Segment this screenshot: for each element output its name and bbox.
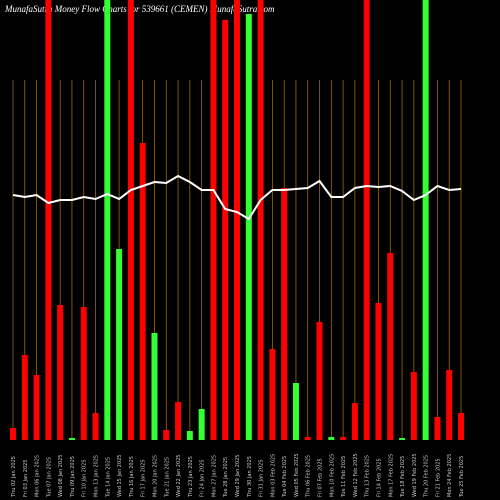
bar [57, 305, 64, 440]
x-tick-label: Tue 25 Feb 2025 [459, 456, 465, 498]
x-tick-label: Fri 24 Jan 2025 [200, 459, 206, 497]
x-tick-label: Tue 28 Jan 2025 [223, 457, 229, 498]
bar [458, 413, 464, 440]
x-tick-label: Tue 04 Feb 2025 [282, 456, 288, 498]
bar [340, 437, 347, 440]
bar [116, 249, 123, 440]
x-tick-label: Mon 03 Feb 2025 [270, 454, 276, 497]
bar [234, 0, 240, 440]
x-tick-label: Tue 18 Feb 2025 [400, 456, 406, 498]
bar [210, 0, 217, 440]
x-tick-label: Wed 19 Feb 2025 [412, 453, 418, 497]
x-tick-label: Tue 07 Jan 2025 [46, 457, 52, 498]
x-tick-label: Thu 20 Feb 2025 [424, 455, 430, 498]
x-tick-label: Thu 09 Jan 2025 [70, 456, 76, 498]
x-tick-label: Mon 06 Jan 2025 [35, 455, 41, 497]
x-tick-label: Mon 27 Jan 2025 [211, 455, 217, 497]
bar [304, 437, 311, 440]
bar [269, 349, 276, 440]
x-tick-label: Fri 14 Feb 2025 [376, 458, 382, 497]
x-tick-label: Thu 16 Jan 2025 [129, 456, 135, 498]
x-tick-label: Wed 22 Jan 2025 [176, 455, 182, 497]
x-tick-label: Wed 29 Jan 2025 [235, 455, 241, 497]
bar [434, 417, 441, 440]
bar [198, 409, 205, 440]
bar [316, 322, 323, 440]
bar [80, 307, 87, 440]
x-tick-label: Fri 31 Jan 2025 [259, 459, 265, 497]
bar [245, 14, 252, 440]
bar [363, 0, 370, 440]
bar [33, 375, 40, 440]
x-tick-label: Fri 17 Jan 2025 [141, 459, 147, 497]
bar [68, 438, 75, 440]
x-tick-label: Fri 21 Feb 2025 [435, 458, 441, 497]
x-tick-label: Wed 15 Jan 2025 [117, 455, 123, 497]
bar [45, 0, 52, 440]
bar [387, 253, 394, 440]
bar [10, 428, 16, 440]
chart-title: MunafaSutra Money Flow Charts for 539661… [4, 4, 275, 14]
x-tick-label: Wed 05 Feb 2025 [294, 453, 300, 497]
x-tick-label: Fri 07 Feb 2025 [318, 458, 324, 497]
x-tick-label: Fri 10 Jan 2025 [82, 459, 88, 497]
bar [422, 0, 429, 440]
bar [104, 0, 111, 440]
bar [163, 430, 170, 440]
x-tick-label: Wed 12 Feb 2025 [353, 453, 359, 497]
bar [281, 188, 288, 440]
x-tick-label: Tue 14 Jan 2025 [105, 457, 111, 498]
x-tick-label: Mon 24 Feb 2025 [447, 454, 453, 497]
x-tick-label: Thu 02 Jan 2025 [11, 456, 17, 498]
bar [257, 0, 264, 440]
x-tick-label: Wed 08 Jan 2025 [58, 455, 64, 497]
bar [139, 143, 146, 440]
bar [328, 437, 335, 440]
bar [351, 403, 358, 440]
bar [175, 402, 182, 440]
bar [92, 413, 99, 440]
x-tick-label: Fri 03 Jan 2025 [23, 459, 29, 497]
bar [292, 383, 299, 440]
x-tick-label: Mon 10 Feb 2025 [329, 454, 335, 497]
x-tick-label: Tue 11 Feb 2025 [341, 456, 347, 498]
bar [222, 20, 229, 440]
x-tick-label: Mon 13 Jan 2025 [94, 455, 100, 497]
x-tick-label: Thu 30 Jan 2025 [247, 456, 253, 498]
x-tick-label: Mon 17 Feb 2025 [388, 454, 394, 497]
money-flow-line [12, 174, 462, 221]
bar [410, 372, 417, 440]
x-tick-label: Tue 21 Jan 2025 [164, 457, 170, 498]
x-tick-label: Mon 20 Jan 2025 [152, 455, 158, 497]
bar [399, 438, 406, 440]
bar [446, 370, 453, 440]
x-tick-label: Thu 06 Feb 2025 [306, 455, 312, 498]
x-tick-label: Thu 23 Jan 2025 [188, 456, 194, 498]
bar [127, 0, 134, 440]
bar [375, 303, 382, 440]
bar [186, 431, 193, 440]
bar [21, 355, 28, 440]
bar [151, 333, 158, 440]
x-tick-label: Thu 13 Feb 2025 [365, 455, 371, 498]
